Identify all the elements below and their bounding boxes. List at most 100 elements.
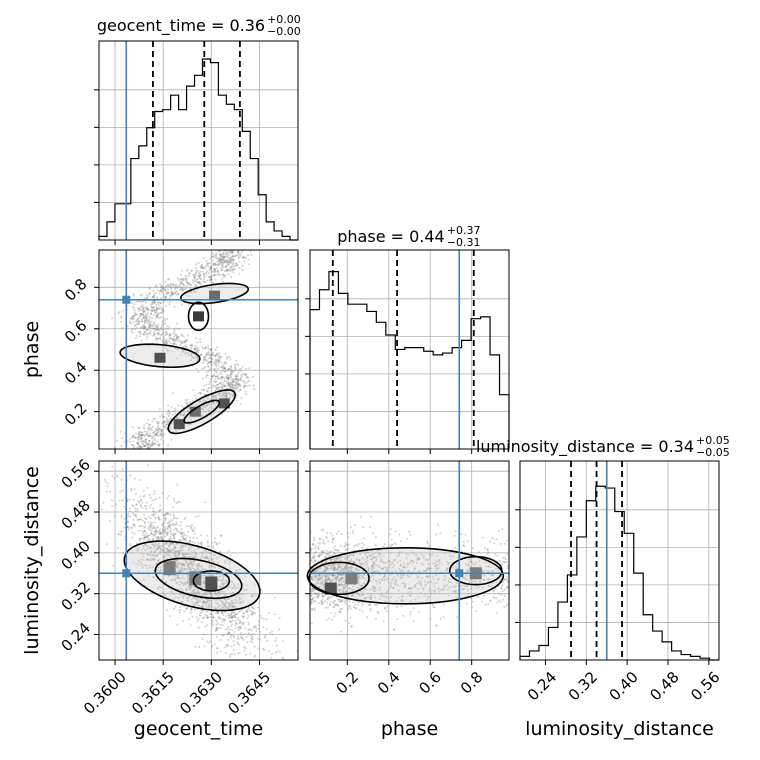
phase-vs-geocent-time-sample-point <box>147 418 150 421</box>
phase-vs-geocent-time-sample-point <box>146 444 149 446</box>
phase-vs-geocent-time-sample-point <box>216 367 219 370</box>
luminosity-distance-vs-geocent-time-sample-point <box>176 529 178 532</box>
luminosity-distance-vs-geocent-time-sample-point <box>199 614 202 617</box>
luminosity-distance-vs-geocent-time-sample-point <box>221 612 224 615</box>
phase-vs-geocent-time-sample-point <box>221 264 224 267</box>
phase-vs-geocent-time-sample-point <box>195 397 197 400</box>
luminosity-distance-vs-geocent-time-sample-point <box>200 597 203 600</box>
phase-vs-geocent-time-sample-point <box>228 261 231 264</box>
phase-vs-geocent-time-sample-point <box>232 394 235 397</box>
phase-vs-geocent-time-sample-point <box>171 292 174 295</box>
phase-vs-geocent-time-sample-point <box>161 309 164 312</box>
phase-vs-geocent-time-sample-point <box>144 441 147 444</box>
phase-vs-geocent-time-sample-point <box>207 347 209 350</box>
phase-vs-geocent-time-sample-point <box>176 337 179 340</box>
luminosity-distance-vs-geocent-time-sample-point <box>230 592 233 595</box>
luminosity-distance-vs-geocent-time-sample-point <box>173 514 175 517</box>
phase-vs-geocent-time-sample-point <box>181 286 184 289</box>
phase-vs-geocent-time-sample-point <box>209 360 212 363</box>
luminosity-distance-vs-geocent-time-sample-point <box>227 550 230 552</box>
phase-vs-geocent-time-sample-point <box>193 416 195 419</box>
phase-vs-geocent-time-sample-point <box>226 256 229 259</box>
phase-vs-geocent-time-sample-point <box>185 339 188 341</box>
luminosity-distance-vs-phase-sample-point <box>374 544 377 547</box>
luminosity-distance-vs-geocent-time-sample-point <box>197 626 200 629</box>
phase-vs-geocent-time-sample-point <box>162 288 165 291</box>
phase-vs-geocent-time-sample-point <box>196 281 199 284</box>
phase-vs-geocent-time-sample-point <box>228 270 231 272</box>
luminosity-distance-vs-geocent-time-sample-point <box>148 559 151 562</box>
luminosity-distance-vs-geocent-time-sample-point <box>142 552 145 555</box>
luminosity-distance-vs-geocent-time-sample-point <box>208 559 211 562</box>
phase-vs-geocent-time-sample-point <box>217 270 220 273</box>
phase-vs-geocent-time-sample-point <box>169 295 172 298</box>
phase-vs-geocent-time-sample-point <box>157 422 160 425</box>
luminosity-distance-vs-geocent-time-sample-point <box>189 562 192 565</box>
phase-vs-geocent-time-sample-point <box>153 300 156 303</box>
luminosity-distance-vs-geocent-time-sample-point <box>192 537 195 540</box>
phase-vs-geocent-time-sample-point <box>131 426 134 429</box>
luminosity-distance-vs-geocent-time-sample-point <box>181 563 184 566</box>
luminosity-distance-vs-geocent-time-sample-point <box>127 525 130 528</box>
phase-vs-geocent-time-sample-point <box>192 290 195 293</box>
luminosity-distance-vs-geocent-time-sample-point <box>133 477 136 480</box>
phase-vs-geocent-time-sample-point <box>218 393 220 395</box>
phase-vs-geocent-time-sample-point <box>237 373 240 376</box>
phase-vs-geocent-time-sample-point <box>153 300 156 303</box>
phase-vs-geocent-time-sample-point <box>224 259 227 262</box>
phase-vs-geocent-time-sample-point <box>169 332 172 335</box>
phase-vs-geocent-time-sample-point <box>241 269 244 272</box>
phase-vs-geocent-time-sample-point <box>138 435 141 438</box>
luminosity-distance-vs-geocent-time-sample-point <box>230 625 233 628</box>
phase-vs-geocent-time-sample-point <box>225 268 228 271</box>
luminosity-distance-vs-geocent-time-sample-point <box>278 616 281 619</box>
phase-vs-geocent-time-sample-point <box>232 265 235 268</box>
luminosity-distance-vs-phase-sample-point <box>314 545 317 548</box>
luminosity-distance-vs-geocent-time-sample-point <box>134 510 137 513</box>
phase-vs-geocent-time-sample-point <box>174 291 177 294</box>
phase-vs-geocent-time-sample-point <box>150 427 153 430</box>
phase-vs-geocent-time-sample-point <box>144 331 147 334</box>
luminosity-distance-vs-geocent-time-sample-point <box>227 632 230 635</box>
phase-vs-geocent-time-sample-point <box>202 357 205 360</box>
phase-vs-geocent-time-sample-point <box>187 282 189 284</box>
luminosity-distance-vs-geocent-time-sample-point <box>170 579 172 582</box>
phase-vs-geocent-time-sample-point <box>180 303 183 306</box>
phase-vs-geocent-time-sample-point <box>204 406 207 409</box>
luminosity-distance-vs-geocent-time-sample-point <box>236 641 239 644</box>
luminosity-distance-vs-phase-sample-point <box>339 544 342 547</box>
luminosity-distance-vs-geocent-time-sample-point <box>206 640 209 643</box>
luminosity-distance-vs-geocent-time-sample-point <box>189 540 192 543</box>
luminosity-distance-vs-phase-sample-point <box>350 526 352 529</box>
luminosity-distance-vs-geocent-time-sample-point <box>194 532 196 535</box>
luminosity-distance-vs-phase-sample-point <box>502 598 504 601</box>
luminosity-distance-vs-geocent-time-sample-point <box>238 626 240 629</box>
phase-vs-geocent-time-sample-point <box>210 348 212 350</box>
phase-vs-geocent-time-sample-point <box>237 251 240 254</box>
luminosity-distance-vs-geocent-time-sample-point <box>179 562 182 565</box>
phase-vs-geocent-time-sample-point <box>221 278 224 281</box>
luminosity-distance-vs-geocent-time-sample-point <box>206 624 209 627</box>
phase-vs-geocent-time-sample-point <box>141 440 144 443</box>
phase-vs-geocent-time-sample-point <box>217 383 220 386</box>
luminosity-distance-vs-geocent-time-sample-point <box>230 613 233 616</box>
phase-vs-geocent-time-sample-point <box>120 315 123 318</box>
phase-vs-geocent-time-sample-point <box>229 373 232 376</box>
phase-vs-geocent-time-sample-point <box>210 275 213 278</box>
phase-vs-geocent-time-sample-point <box>190 269 193 272</box>
phase-vs-geocent-time-sample-point <box>142 307 145 310</box>
luminosity-distance-vs-geocent-time-sample-point <box>129 515 132 518</box>
phase-vs-geocent-time-sample-point <box>158 443 161 446</box>
phase-vs-geocent-time-sample-point <box>181 290 184 292</box>
luminosity-distance-vs-geocent-time-sample-point <box>155 578 158 581</box>
luminosity-distance-vs-geocent-time-sample-point <box>200 534 203 537</box>
phase-vs-geocent-time-sample-point <box>146 335 149 338</box>
phase-vs-geocent-time-sample-point <box>147 446 150 449</box>
luminosity-distance-vs-geocent-time-sample-point <box>254 654 256 657</box>
phase-vs-geocent-time-sample-point <box>228 384 230 387</box>
phase-vs-geocent-time-sample-point <box>157 303 160 306</box>
luminosity-distance-vs-geocent-time-sample-point <box>198 604 200 607</box>
phase-vs-geocent-time-sample-point <box>202 257 205 260</box>
luminosity-distance-vs-geocent-time-sample-point <box>169 526 172 528</box>
phase-vs-geocent-time-sample-point <box>227 377 230 380</box>
